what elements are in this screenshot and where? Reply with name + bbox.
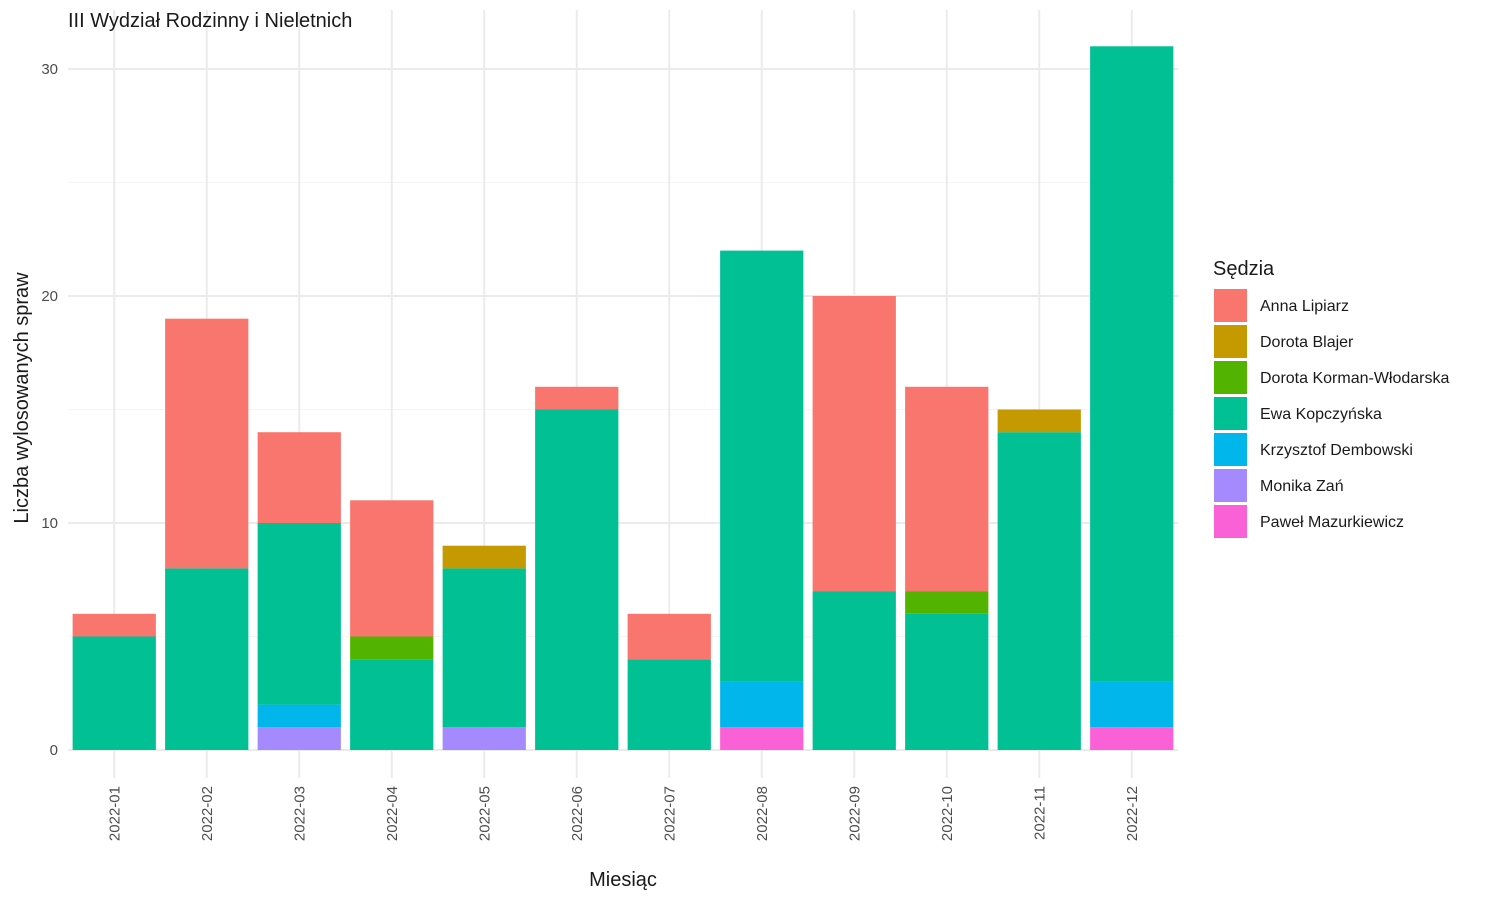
x-tick-label: 2022-05 <box>476 786 493 841</box>
legend-label: Dorota Blajer <box>1260 334 1354 351</box>
x-tick-label: 2022-12 <box>1124 786 1141 841</box>
bar-segment <box>905 591 989 614</box>
legend-label: Monika Zań <box>1260 478 1344 495</box>
legend-swatch <box>1214 325 1247 358</box>
bar-segment <box>1090 681 1174 728</box>
y-tick-label: 0 <box>50 742 58 759</box>
bar-segment <box>905 613 989 750</box>
bars <box>72 46 1174 750</box>
x-tick-label: 2022-02 <box>199 786 216 841</box>
bar-segment <box>257 432 341 523</box>
bar-segment <box>442 545 526 569</box>
bar-segment <box>350 636 434 660</box>
y-axis-title: Liczba wylosowanych spraw <box>11 272 33 524</box>
bar-segment <box>627 659 711 750</box>
x-tick-label: 2022-01 <box>106 786 123 841</box>
legend-swatch <box>1214 433 1247 466</box>
bar-segment <box>350 659 434 750</box>
bar-segment <box>72 636 156 750</box>
legend-label: Krzysztof Dembowski <box>1260 442 1413 459</box>
bar-segment <box>997 432 1081 750</box>
x-tick-label: 2022-04 <box>384 786 401 841</box>
y-tick-label: 20 <box>41 288 58 305</box>
legend-label: Ewa Kopczyńska <box>1260 406 1382 423</box>
x-axis-title: Miesiąc <box>589 869 657 891</box>
y-tick-label: 10 <box>41 515 58 532</box>
bar-segment <box>442 568 526 728</box>
legend-label: Dorota Korman-Włodarska <box>1260 370 1450 387</box>
bar-segment <box>257 523 341 705</box>
bar-segment <box>812 591 896 750</box>
bar-segment <box>1090 46 1174 682</box>
bar-segment <box>997 409 1081 433</box>
bar-segment <box>535 386 619 410</box>
bar-segment <box>165 318 249 569</box>
legend-swatch <box>1214 361 1247 394</box>
legend: Sędzia Anna Lipiarz Dorota Blajer Dorota K… <box>1213 258 1450 538</box>
bar-segment <box>720 727 804 750</box>
legend-label: Anna Lipiarz <box>1260 298 1349 315</box>
y-axis-ticks: 0 10 20 30 <box>41 61 58 759</box>
legend-swatch <box>1214 289 1247 322</box>
x-tick-label: 2022-11 <box>1031 786 1048 840</box>
chart-title: III Wydział Rodzinny i Nieletnich <box>68 10 352 32</box>
bar-segment <box>257 704 341 728</box>
legend-label: Paweł Mazurkiewicz <box>1260 514 1404 531</box>
bar-segment <box>72 613 156 637</box>
legend-swatch <box>1214 397 1247 430</box>
bar-segment <box>627 613 711 660</box>
legend-swatch <box>1214 505 1247 538</box>
x-tick-label: 2022-09 <box>846 786 863 841</box>
bar-segment <box>1090 727 1174 750</box>
bar-segment <box>720 681 804 728</box>
x-tick-label: 2022-03 <box>291 786 308 841</box>
bar-segment <box>535 409 619 750</box>
x-tick-label: 2022-08 <box>754 786 771 841</box>
x-axis-ticks: 2022-01 2022-02 2022-03 2022-04 2022-05 2022-… <box>106 786 1141 841</box>
bar-segment <box>257 727 341 750</box>
legend-swatch <box>1214 469 1247 502</box>
x-tick-label: 2022-06 <box>569 786 586 841</box>
bar-segment <box>165 568 249 750</box>
bar-segment <box>905 386 989 592</box>
bar-segment <box>350 500 434 637</box>
bar-segment <box>812 296 896 592</box>
x-tick-label: 2022-10 <box>939 786 956 841</box>
y-tick-label: 30 <box>41 61 58 78</box>
x-tick-label: 2022-07 <box>661 786 678 841</box>
legend-title: Sędzia <box>1213 258 1275 280</box>
bar-segment <box>442 727 526 750</box>
bar-segment <box>720 250 804 682</box>
